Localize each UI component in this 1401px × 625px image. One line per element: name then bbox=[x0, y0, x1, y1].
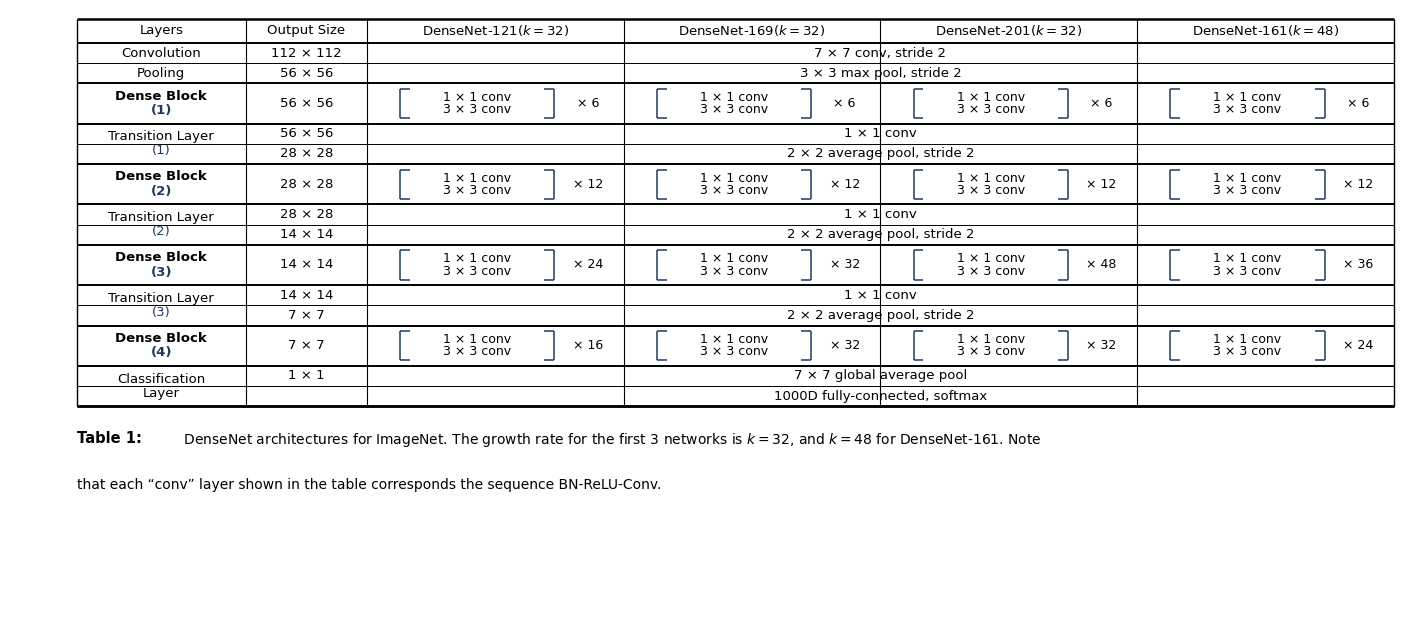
Text: that each “conv” layer shown in the table corresponds the sequence BN-ReLU-Conv.: that each “conv” layer shown in the tabl… bbox=[77, 478, 661, 492]
Text: × 36: × 36 bbox=[1344, 259, 1373, 271]
Text: 56 × 56: 56 × 56 bbox=[280, 97, 333, 110]
Text: Dense Block: Dense Block bbox=[115, 90, 207, 103]
Text: 56 × 56: 56 × 56 bbox=[280, 127, 333, 140]
Text: Layer: Layer bbox=[143, 387, 179, 399]
Text: 1 × 1 conv: 1 × 1 conv bbox=[843, 127, 916, 140]
Text: 3 × 3 conv: 3 × 3 conv bbox=[957, 103, 1024, 116]
Text: (1): (1) bbox=[151, 144, 171, 158]
Text: 1 × 1 conv: 1 × 1 conv bbox=[700, 172, 768, 184]
Text: 1 × 1 conv: 1 × 1 conv bbox=[843, 289, 916, 302]
Text: 3 × 3 conv: 3 × 3 conv bbox=[700, 264, 768, 278]
Text: Transition Layer: Transition Layer bbox=[108, 211, 214, 224]
Text: Pooling: Pooling bbox=[137, 67, 185, 80]
Text: 3 × 3 conv: 3 × 3 conv bbox=[700, 184, 768, 197]
Text: 1 × 1 conv: 1 × 1 conv bbox=[443, 91, 511, 104]
Text: 1 × 1 conv: 1 × 1 conv bbox=[1213, 172, 1282, 184]
Text: 7 × 7: 7 × 7 bbox=[287, 339, 325, 352]
Text: Table 1:: Table 1: bbox=[77, 431, 142, 446]
Text: Convolution: Convolution bbox=[122, 46, 202, 59]
Text: 28 × 28: 28 × 28 bbox=[280, 208, 333, 221]
Text: Dense Block: Dense Block bbox=[115, 251, 207, 264]
Text: 14 × 14: 14 × 14 bbox=[280, 289, 333, 302]
Text: 2 × 2 average pool, stride 2: 2 × 2 average pool, stride 2 bbox=[786, 228, 974, 241]
Text: DenseNet-161($k = 48$): DenseNet-161($k = 48$) bbox=[1192, 23, 1339, 38]
Text: (3): (3) bbox=[150, 266, 172, 279]
Text: 3 × 3 conv: 3 × 3 conv bbox=[957, 184, 1024, 197]
Text: 1 × 1 conv: 1 × 1 conv bbox=[443, 172, 511, 184]
Text: 3 × 3 conv: 3 × 3 conv bbox=[443, 184, 511, 197]
Text: 3 × 3 conv: 3 × 3 conv bbox=[1213, 345, 1282, 358]
Text: 3 × 3 conv: 3 × 3 conv bbox=[700, 103, 768, 116]
Text: Layers: Layers bbox=[140, 24, 184, 38]
Text: (2): (2) bbox=[151, 185, 172, 198]
Text: (3): (3) bbox=[151, 306, 171, 319]
Text: Output Size: Output Size bbox=[268, 24, 345, 38]
Text: 3 × 3 conv: 3 × 3 conv bbox=[1213, 103, 1282, 116]
Text: 1000D fully-connected, softmax: 1000D fully-connected, softmax bbox=[773, 389, 988, 402]
Text: 7 × 7 conv, stride 2: 7 × 7 conv, stride 2 bbox=[814, 46, 947, 59]
Text: 1 × 1 conv: 1 × 1 conv bbox=[1213, 91, 1282, 104]
Text: × 12: × 12 bbox=[829, 177, 860, 191]
Text: 3 × 3 conv: 3 × 3 conv bbox=[957, 345, 1024, 358]
Text: 1 × 1 conv: 1 × 1 conv bbox=[843, 208, 916, 221]
Text: 1 × 1 conv: 1 × 1 conv bbox=[957, 91, 1024, 104]
Text: 1 × 1 conv: 1 × 1 conv bbox=[443, 333, 511, 346]
Text: × 6: × 6 bbox=[1348, 97, 1369, 110]
Text: Classification: Classification bbox=[118, 372, 206, 386]
Text: 28 × 28: 28 × 28 bbox=[280, 177, 333, 191]
Text: DenseNet architectures for ImageNet. The growth rate for the first 3 networks is: DenseNet architectures for ImageNet. The… bbox=[179, 431, 1042, 449]
Text: 2 × 2 average pool, stride 2: 2 × 2 average pool, stride 2 bbox=[786, 309, 974, 322]
Text: 1 × 1: 1 × 1 bbox=[287, 369, 325, 382]
Text: 1 × 1 conv: 1 × 1 conv bbox=[957, 172, 1024, 184]
Text: × 16: × 16 bbox=[573, 339, 602, 352]
Text: 14 × 14: 14 × 14 bbox=[280, 259, 333, 271]
Text: 3 × 3 conv: 3 × 3 conv bbox=[1213, 184, 1282, 197]
Text: 3 × 3 max pool, stride 2: 3 × 3 max pool, stride 2 bbox=[800, 67, 961, 80]
Text: 56 × 56: 56 × 56 bbox=[280, 67, 333, 80]
Text: 1 × 1 conv: 1 × 1 conv bbox=[957, 333, 1024, 346]
Text: 3 × 3 conv: 3 × 3 conv bbox=[443, 103, 511, 116]
Text: DenseNet-201($k = 32$): DenseNet-201($k = 32$) bbox=[936, 23, 1083, 38]
Text: 28 × 28: 28 × 28 bbox=[280, 148, 333, 161]
Text: × 6: × 6 bbox=[1090, 97, 1112, 110]
Text: Transition Layer: Transition Layer bbox=[108, 131, 214, 143]
Text: 3 × 3 conv: 3 × 3 conv bbox=[1213, 264, 1282, 278]
Text: × 6: × 6 bbox=[834, 97, 856, 110]
Text: 3 × 3 conv: 3 × 3 conv bbox=[700, 345, 768, 358]
Text: Dense Block: Dense Block bbox=[115, 332, 207, 345]
Text: (4): (4) bbox=[150, 346, 172, 359]
Text: 1 × 1 conv: 1 × 1 conv bbox=[700, 91, 768, 104]
Text: × 48: × 48 bbox=[1086, 259, 1117, 271]
Text: Dense Block: Dense Block bbox=[115, 171, 207, 184]
Text: 2 × 2 average pool, stride 2: 2 × 2 average pool, stride 2 bbox=[786, 148, 974, 161]
Text: × 24: × 24 bbox=[1344, 339, 1373, 352]
Text: 7 × 7: 7 × 7 bbox=[287, 309, 325, 322]
Text: 3 × 3 conv: 3 × 3 conv bbox=[443, 345, 511, 358]
Text: × 24: × 24 bbox=[573, 259, 602, 271]
Text: 1 × 1 conv: 1 × 1 conv bbox=[957, 253, 1024, 266]
Text: Transition Layer: Transition Layer bbox=[108, 292, 214, 305]
Text: × 12: × 12 bbox=[1344, 177, 1373, 191]
Text: × 12: × 12 bbox=[1086, 177, 1117, 191]
Text: 14 × 14: 14 × 14 bbox=[280, 228, 333, 241]
Text: (2): (2) bbox=[151, 225, 171, 238]
Text: 1 × 1 conv: 1 × 1 conv bbox=[700, 333, 768, 346]
Text: × 32: × 32 bbox=[829, 339, 860, 352]
Text: 7 × 7 global average pool: 7 × 7 global average pool bbox=[794, 369, 967, 382]
Text: DenseNet-121($k = 32$): DenseNet-121($k = 32$) bbox=[422, 23, 569, 38]
Text: × 32: × 32 bbox=[1086, 339, 1117, 352]
Text: × 32: × 32 bbox=[829, 259, 860, 271]
Text: 1 × 1 conv: 1 × 1 conv bbox=[443, 253, 511, 266]
Text: × 12: × 12 bbox=[573, 177, 602, 191]
Text: 1 × 1 conv: 1 × 1 conv bbox=[1213, 253, 1282, 266]
Text: DenseNet-169($k = 32$): DenseNet-169($k = 32$) bbox=[678, 23, 825, 38]
Text: 1 × 1 conv: 1 × 1 conv bbox=[700, 253, 768, 266]
Text: 3 × 3 conv: 3 × 3 conv bbox=[443, 264, 511, 278]
Text: (1): (1) bbox=[151, 104, 172, 118]
Text: 1 × 1 conv: 1 × 1 conv bbox=[1213, 333, 1282, 346]
Text: 112 × 112: 112 × 112 bbox=[270, 46, 342, 59]
Text: × 6: × 6 bbox=[577, 97, 600, 110]
Text: 3 × 3 conv: 3 × 3 conv bbox=[957, 264, 1024, 278]
